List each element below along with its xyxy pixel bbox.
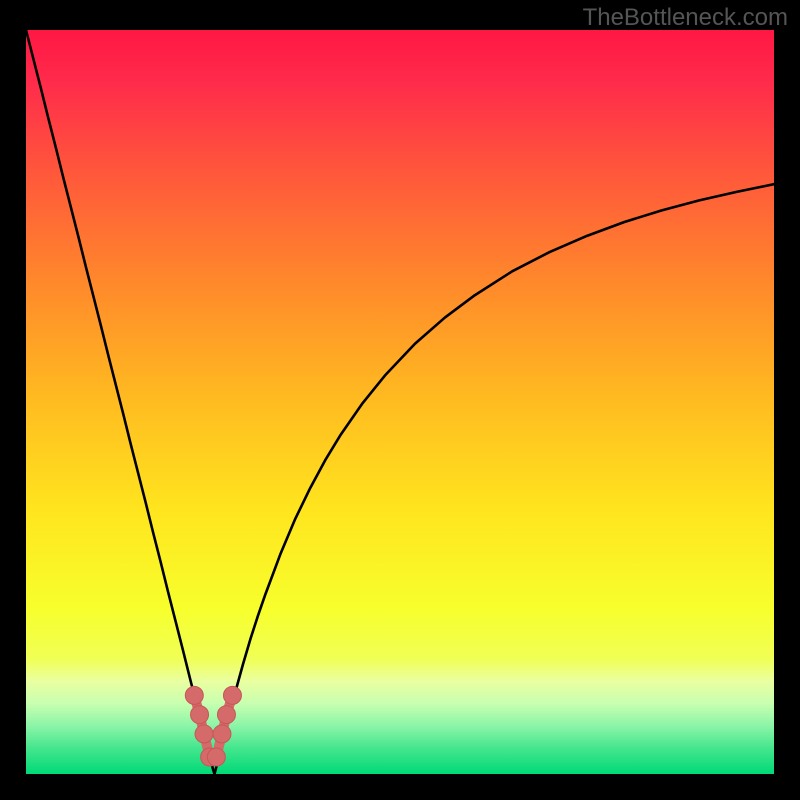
optimal-range-marker (217, 706, 235, 724)
optimal-range-marker (191, 706, 209, 724)
plot-svg (0, 0, 800, 800)
watermark-text: TheBottleneck.com (583, 4, 788, 32)
optimal-range-marker (195, 725, 213, 743)
optimal-range-marker (207, 748, 225, 766)
bottleneck-curve-right (215, 184, 775, 774)
optimal-range-marker (223, 686, 241, 704)
bottleneck-curve-left (26, 30, 215, 774)
chart-stage: TheBottleneck.com (0, 0, 800, 800)
optimal-range-marker (185, 686, 203, 704)
optimal-range-marker (213, 725, 231, 743)
